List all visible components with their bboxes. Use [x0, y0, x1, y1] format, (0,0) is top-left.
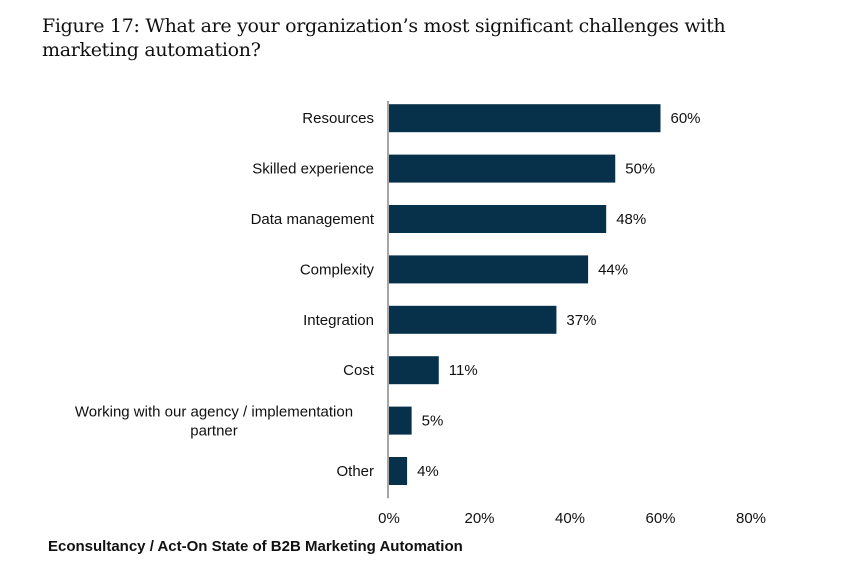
category-label: Working with our agency / implementation… [75, 404, 353, 440]
value-label: 37% [566, 312, 596, 329]
bar [389, 305, 557, 334]
source-caption: Econsultancy / Act-On State of B2B Marke… [48, 538, 463, 555]
value-label: 11% [449, 362, 478, 379]
bar [389, 457, 408, 485]
category-label: Other [336, 463, 374, 480]
bar [389, 205, 607, 233]
category-label: Cost [343, 362, 375, 379]
value-label: 4% [417, 463, 439, 480]
category-label: Integration [303, 312, 374, 329]
x-tick-label: 20% [464, 510, 494, 527]
value-label: 5% [422, 413, 444, 430]
x-tick-label: 0% [378, 510, 400, 527]
x-tick-label: 40% [555, 510, 585, 527]
value-label: 48% [616, 211, 646, 228]
chart-title: Figure 17: What are your organization’s … [42, 15, 726, 61]
x-tick-label: 60% [645, 510, 675, 527]
category-label: Complexity [300, 261, 375, 278]
bar [389, 154, 616, 183]
x-tick-label: 80% [736, 510, 766, 527]
bar [389, 356, 439, 385]
value-label: 60% [671, 110, 701, 127]
bar [389, 255, 589, 284]
category-label: Skilled experience [252, 161, 374, 178]
value-label: 50% [625, 161, 655, 178]
category-label: Data management [251, 211, 375, 228]
category-label: Resources [302, 110, 374, 127]
value-label: 44% [598, 261, 628, 278]
bar [389, 104, 661, 133]
bar [389, 406, 412, 435]
